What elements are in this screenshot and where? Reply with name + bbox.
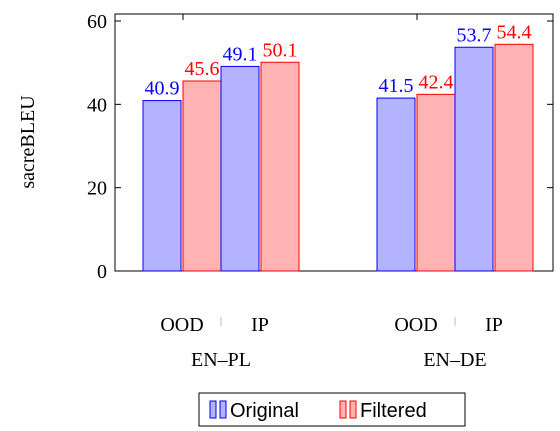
x-tick-label: IP xyxy=(485,314,503,336)
plot-frame xyxy=(114,13,554,272)
group-label: EN–DE xyxy=(423,349,486,371)
y-tick-label: 20 xyxy=(87,178,107,200)
bar-value-label: 53.7 xyxy=(457,24,492,46)
y-tick-label: 60 xyxy=(87,11,107,33)
legend-label: Original xyxy=(230,400,299,422)
top-ticks xyxy=(182,14,418,20)
legend-items: Original Filtered xyxy=(209,400,427,422)
x-tick-label: OOD xyxy=(160,314,203,336)
x-tick-label: IP xyxy=(251,314,269,336)
legend-label: Filtered xyxy=(360,400,427,422)
bar-value-label: 49.1 xyxy=(223,43,258,65)
y-tick-label: 0 xyxy=(97,261,107,283)
group-label: EN–PL xyxy=(191,349,251,371)
legend: Original Filtered xyxy=(198,392,466,427)
bar-value-label: 42.4 xyxy=(419,71,454,93)
bar-original-ip xyxy=(220,65,260,272)
bar-value-label: 50.1 xyxy=(263,39,298,61)
bar-filtered-ip xyxy=(260,61,300,272)
bar-value-label: 41.5 xyxy=(379,75,414,97)
bars xyxy=(142,43,534,272)
x-tick-label: OOD xyxy=(394,314,437,336)
legend-swatch xyxy=(219,400,227,419)
bar-value-label: 54.4 xyxy=(497,21,532,43)
value-labels: 40.945.649.1 50.1 41.5 42.4 53.7 54.4 xyxy=(145,21,532,99)
bar-filtered-ood xyxy=(182,80,222,272)
legend-swatch xyxy=(209,400,217,419)
y-tick-label: 40 xyxy=(87,94,107,116)
bar-filtered-ip xyxy=(494,43,534,272)
legend-swatch xyxy=(339,400,347,419)
bar-original-ood xyxy=(142,100,182,272)
legend-swatch xyxy=(349,400,357,419)
y-axis-ticks: 0 20 40 60 xyxy=(87,11,553,283)
bar-value-label: 40.9 xyxy=(145,78,180,100)
bar-original-ood xyxy=(376,97,416,272)
legend-box xyxy=(198,392,466,427)
bar-original-ip xyxy=(454,46,494,272)
bar-value-label: 45.6 xyxy=(185,58,220,80)
bar-filtered-ood xyxy=(416,93,456,272)
y-axis-label: sacreBLEU xyxy=(17,95,39,189)
